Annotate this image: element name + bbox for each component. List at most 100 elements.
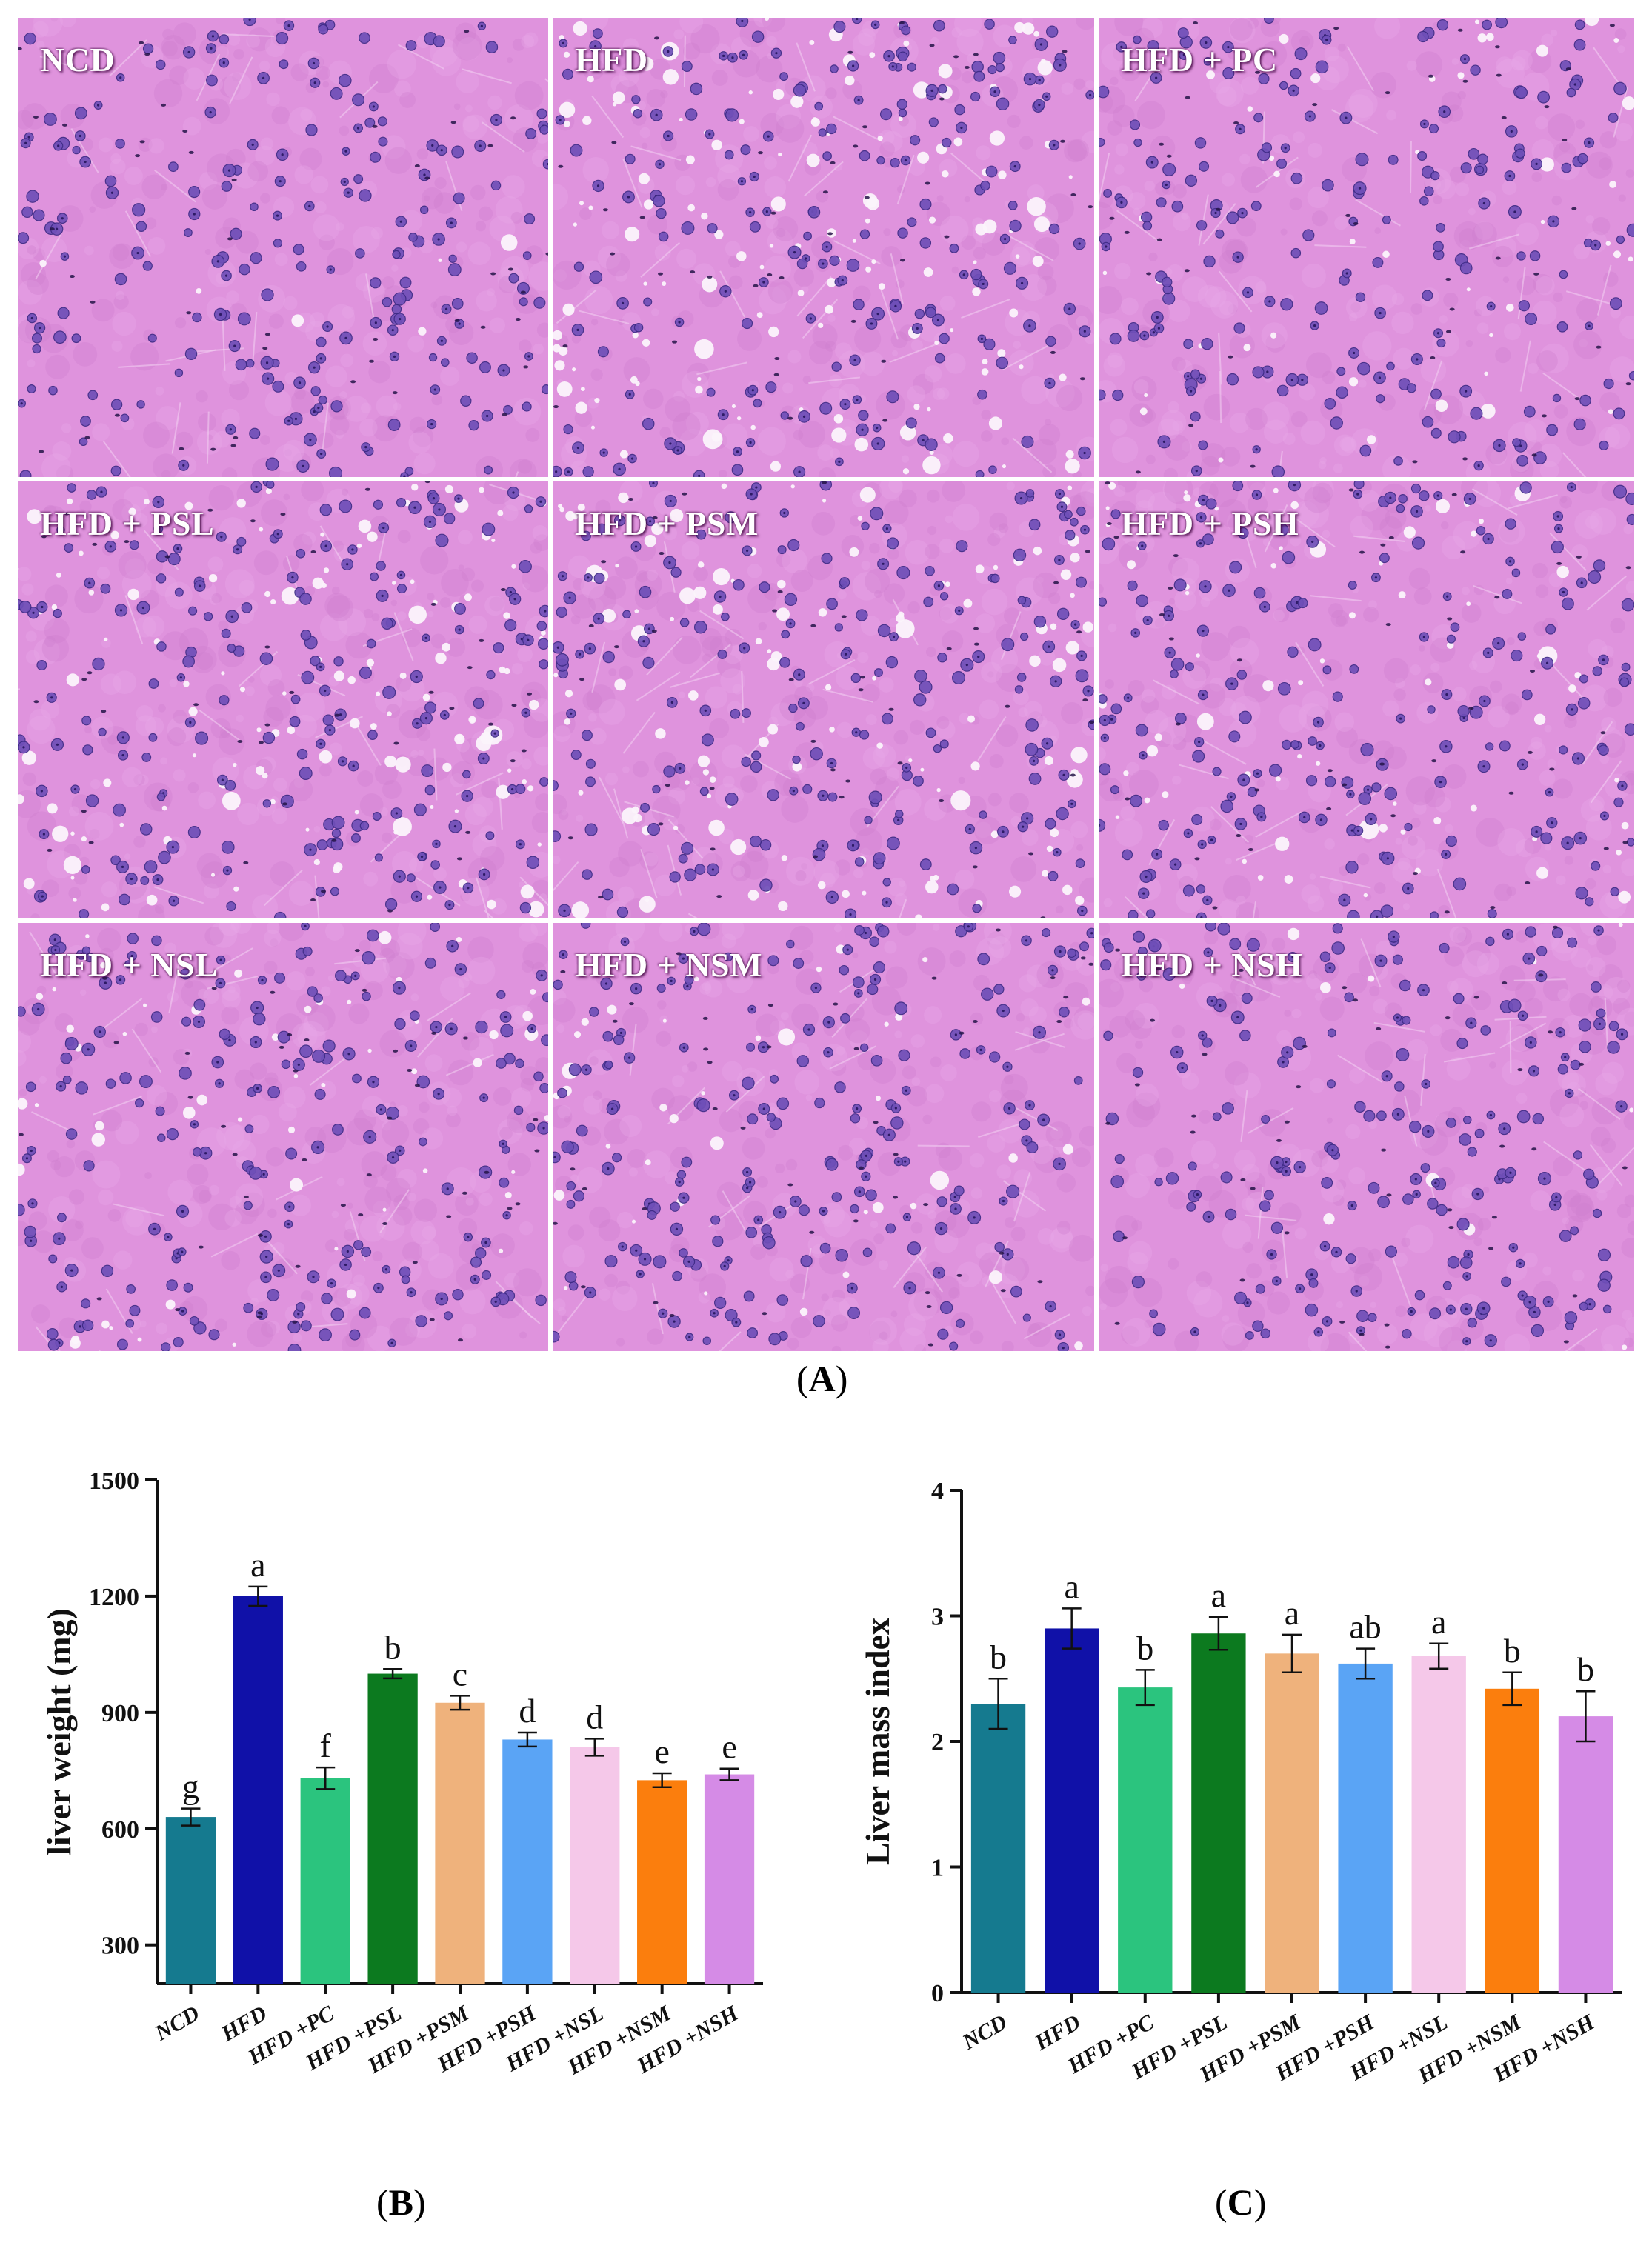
significance-letter: b: [1136, 1629, 1153, 1667]
dense-nuclei: [553, 928, 1094, 1347]
x-tick-label: NCD: [150, 2001, 204, 2046]
lipid-vacuoles: [553, 18, 1080, 475]
lipid-vacuoles: [39, 234, 518, 336]
histology-tile-hfd-psm: HFD + PSM: [553, 481, 1094, 918]
y-axis-label: liver weight (mg): [40, 1608, 78, 1855]
bar: [570, 1747, 620, 1984]
error-bar: [383, 1668, 403, 1680]
error-bar: [1062, 1607, 1082, 1650]
bar: [637, 1780, 687, 1984]
bar: [1338, 1663, 1393, 1993]
panel-letter-b: (B): [376, 2181, 426, 2223]
significance-letter: b: [1577, 1650, 1594, 1688]
bar: [970, 1704, 1026, 1993]
cell-nuclei: [18, 923, 548, 1351]
cell-nuclei: [1099, 481, 1634, 918]
y-tick-label: 4: [931, 1478, 944, 1505]
histology-tile-ncd: NCD: [18, 18, 548, 477]
tile-image: [553, 18, 1094, 477]
tissue-background: [1099, 923, 1634, 1351]
bar: [1485, 1688, 1540, 1993]
tile-image: [18, 923, 548, 1351]
x-tick-label: NCD: [958, 2010, 1011, 2055]
significance-letter: c: [453, 1655, 467, 1693]
cell-nuclei: [18, 18, 548, 477]
bar: [704, 1774, 755, 1984]
error-bar: [988, 1678, 1008, 1730]
error-bar: [517, 1731, 537, 1748]
cell-nuclei: [553, 923, 1094, 1351]
significance-letter: e: [654, 1733, 669, 1770]
cell-nuclei: [1100, 923, 1628, 1347]
significance-letter: a: [1064, 1567, 1079, 1605]
significance-letter: a: [250, 1546, 265, 1584]
error-bar: [1135, 1669, 1155, 1707]
tile-image: [18, 18, 548, 477]
error-bar: [1282, 1633, 1302, 1674]
dense-nuclei: [1105, 481, 1631, 914]
bars: g a f b c d d e e: [165, 1546, 755, 1984]
panel-letter-a: (A): [796, 1358, 848, 1399]
bar: [435, 1702, 485, 1984]
error-bar: [1576, 1690, 1596, 1743]
tile-label: HFD: [575, 41, 648, 79]
significance-letter: d: [586, 1698, 603, 1735]
significance-letter: f: [320, 1727, 332, 1764]
significance-letter: ab: [1349, 1608, 1381, 1646]
tissue-background: [18, 18, 548, 477]
dense-nuclei: [18, 949, 540, 1342]
significance-letter: g: [182, 1768, 199, 1806]
histology-tile-hfd: HFD: [553, 18, 1094, 477]
tissue-background: [18, 481, 548, 918]
error-bar: [1208, 1616, 1228, 1651]
error-bar: [1356, 1647, 1376, 1680]
significance-letter: a: [1211, 1576, 1226, 1614]
error-bar: [1502, 1671, 1522, 1707]
significance-letter: a: [1285, 1594, 1299, 1632]
bar: [367, 1673, 418, 1984]
bar: [1558, 1716, 1613, 1993]
dense-nuclei: [553, 21, 1093, 422]
histology-tile-hfd-nsl: HFD + NSL: [18, 923, 548, 1351]
error-bar: [248, 1585, 268, 1607]
dense-nuclei: [33, 481, 533, 913]
error-bar: [652, 1772, 672, 1789]
tissue-texture: [1099, 18, 1634, 477]
tile-image: [1099, 923, 1634, 1351]
bar: [1265, 1653, 1319, 1993]
y-axis-label: Liver mass index: [859, 1618, 896, 1865]
bar: [502, 1739, 553, 1984]
tile-image: [18, 481, 548, 918]
tile-label: HFD + PSM: [575, 504, 759, 542]
bar: [300, 1778, 350, 1984]
tile-label: NCD: [40, 41, 116, 79]
cell-nuclei: [1099, 18, 1634, 477]
tile-label: HFD + PSL: [40, 504, 215, 542]
tissue-background: [18, 923, 548, 1351]
tile-label: HFD + NSM: [575, 946, 763, 984]
significance-letter: e: [722, 1728, 736, 1766]
dense-nuclei: [567, 481, 1094, 918]
histology-tile-hfd-nsm: HFD + NSM: [553, 923, 1094, 1351]
panel-letter-c: (C): [1215, 2181, 1267, 2223]
y-tick-label: 600: [101, 1816, 139, 1844]
dense-nuclei: [1105, 925, 1628, 1349]
y-tick-label: 900: [101, 1700, 139, 1727]
cell-nuclei: [553, 18, 1094, 477]
tissue-texture: [1099, 481, 1634, 918]
significance-letter: b: [990, 1638, 1007, 1676]
bar: [1044, 1628, 1099, 1993]
tissue-background: [553, 923, 1094, 1351]
tile-image: [553, 923, 1094, 1351]
tissue-background: [1099, 481, 1634, 918]
significance-letter: d: [519, 1692, 536, 1730]
y-tick-label: 3: [931, 1604, 944, 1631]
error-bar: [1429, 1642, 1449, 1670]
y-tick-label: 1200: [89, 1584, 139, 1611]
y-tick-label: 0: [931, 1980, 944, 2007]
error-bar: [181, 1807, 201, 1827]
bar: [1411, 1656, 1466, 1993]
